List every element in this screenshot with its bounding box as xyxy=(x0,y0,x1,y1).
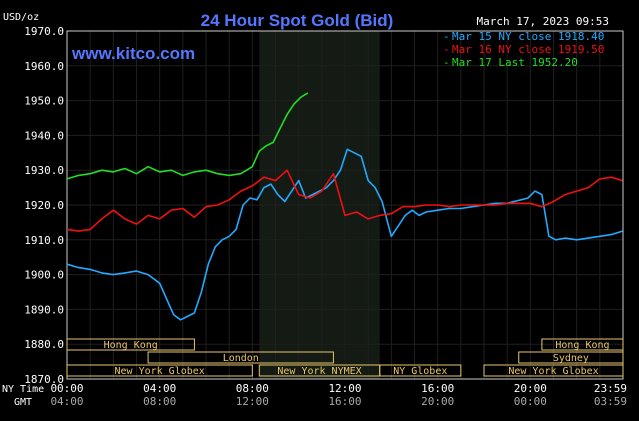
y-tick-label: 1940.0 xyxy=(24,129,64,142)
gmt-tick-label: 04:00 xyxy=(50,395,83,408)
session-box-mid xyxy=(147,351,334,364)
session-label: Hong Kong xyxy=(104,340,158,351)
y-tick-label: 1960.0 xyxy=(24,60,64,73)
legend-entry: Mar 15 NY close 1918.40 xyxy=(452,30,604,43)
x-tick-label: 23:59 xyxy=(594,382,627,395)
gmt-tick-label: 20:00 xyxy=(421,395,454,408)
x-tick-label: 08:00 xyxy=(236,382,269,395)
gmt-tick-label: 16:00 xyxy=(328,395,361,408)
session-label: Sydney xyxy=(553,353,589,364)
y-tick-label: 1900.0 xyxy=(24,269,64,282)
gmt-tick-label: 08:00 xyxy=(143,395,176,408)
legend-entry: Mar 17 Last 1952.20 xyxy=(452,56,578,69)
gmt-tick-label: 03:59 xyxy=(594,395,627,408)
y-tick-label: 1930.0 xyxy=(24,164,64,177)
session-box-mid xyxy=(518,351,624,364)
gmt-tick-label: 00:00 xyxy=(514,395,547,408)
y-tick-label: 1920.0 xyxy=(24,199,64,212)
market-sessions: Hong Kong Hong Kong London Sydney New York G… xyxy=(66,338,624,377)
chart-date: March 17, 2023 09:53 xyxy=(477,15,609,28)
session-box-top xyxy=(541,338,624,351)
y-tick-label: 1880.0 xyxy=(24,338,64,351)
y-tick-label: 1950.0 xyxy=(24,95,64,108)
y-tick-label: 1910.0 xyxy=(24,234,64,247)
grid-lines xyxy=(66,30,624,380)
session-label: London xyxy=(223,353,259,364)
session-label: New York NYMEX xyxy=(277,366,361,377)
x-axis-tick-labels: 00:00 04:00 08:00 12:00 16:00 20:00 23:59 xyxy=(50,382,627,395)
gmt-tick-labels: 04:00 08:00 12:00 16:00 20:00 00:00 03:59 xyxy=(50,395,627,408)
series-line-1 xyxy=(66,169,623,232)
gmt-tick-label: 12:00 xyxy=(236,395,269,408)
gmt-axis-title: GMT xyxy=(14,397,32,408)
y-axis-tick-labels: 1870.0 1880.0 1890.0 1900.0 1910.0 1920.0 1930… xyxy=(24,25,64,386)
chart-title: 24 Hour Spot Gold (Bid) xyxy=(201,11,394,30)
session-box-bottom xyxy=(483,364,624,377)
session-box-bottom xyxy=(66,364,253,377)
y-tick-label: 1870.0 xyxy=(24,373,64,386)
ny-time-axis-title: NY Time xyxy=(2,384,44,395)
y-axis-unit-label: USD/oz xyxy=(3,12,39,23)
session-label: New York Globex xyxy=(115,366,205,377)
legend-marker: - xyxy=(443,30,450,43)
legend-marker: - xyxy=(443,43,450,56)
x-tick-label: 04:00 xyxy=(143,382,176,395)
session-label: Hong Kong xyxy=(555,340,609,351)
x-tick-label: 16:00 xyxy=(421,382,454,395)
session-box-bottom xyxy=(379,364,462,377)
site-watermark: www.kitco.com xyxy=(71,44,195,63)
y-tick-label: 1890.0 xyxy=(24,303,64,316)
x-tick-label: 20:00 xyxy=(514,382,547,395)
series-line-0 xyxy=(66,148,623,321)
legend: - Mar 15 NY close 1918.40- Mar 16 NY close… xyxy=(443,30,604,69)
session-box-top xyxy=(66,338,195,351)
session-label: New York Globex xyxy=(508,366,598,377)
legend-marker: - xyxy=(443,56,450,69)
x-tick-label: 12:00 xyxy=(328,382,361,395)
legend-entry: Mar 16 NY close 1919.50 xyxy=(452,43,604,56)
series-line-2 xyxy=(66,92,309,180)
series-lines xyxy=(66,92,623,321)
y-tick-label: 1970.0 xyxy=(24,25,64,38)
x-tick-label: 00:00 xyxy=(50,382,83,395)
plot-frame xyxy=(66,30,624,380)
session-label: NY Globex xyxy=(393,366,447,377)
